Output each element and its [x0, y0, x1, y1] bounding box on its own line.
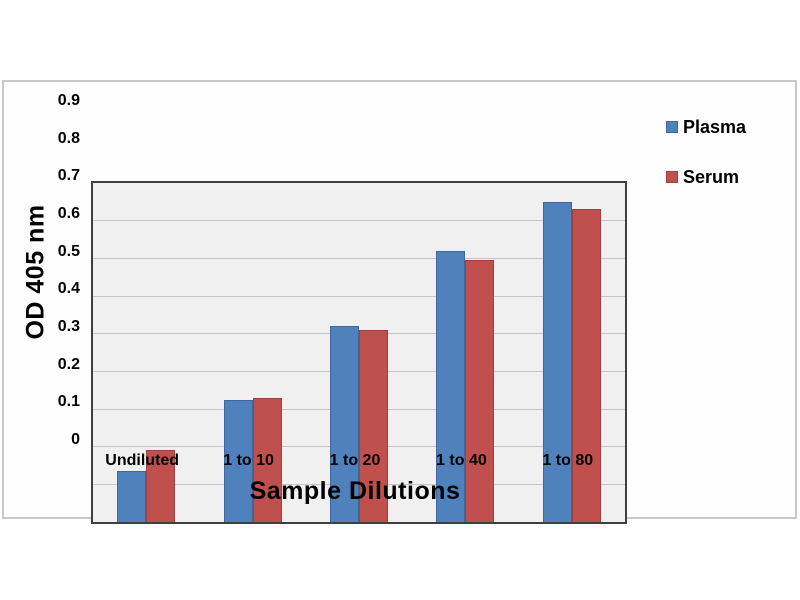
- x-tick-label: Undiluted: [105, 452, 180, 469]
- x-tick-label: 1 to 80: [542, 452, 594, 469]
- legend-color-swatch-icon: [666, 171, 678, 183]
- gridline: [93, 220, 625, 222]
- legend-label: Plasma: [683, 116, 747, 137]
- legend-item-serum: Serum: [666, 167, 739, 187]
- x-tick-label: 1 to 40: [436, 452, 487, 469]
- y-tick-label: 0.3: [57, 318, 80, 335]
- gridline: [93, 295, 625, 297]
- bar-plasma-1-to-20: [330, 326, 359, 522]
- legend-item-plasma: Plasma: [666, 117, 746, 137]
- y-tick-label: 0.9: [57, 92, 80, 109]
- gridline: [93, 257, 625, 259]
- y-tick-label: 0: [71, 431, 80, 448]
- bar-serum-1-to-20: [359, 329, 388, 522]
- bar-serum-1-to-10: [252, 397, 282, 522]
- bar-plasma-1-to-40: [436, 250, 466, 522]
- bar-serum-1-to-40: [465, 260, 495, 522]
- x-tick-label: 1 to 10: [223, 452, 274, 469]
- bar-plasma-1-to-80: [542, 201, 572, 522]
- bar-serum-undiluted: [146, 450, 176, 522]
- y-tick-label: 0.7: [57, 167, 80, 185]
- x-axis-title: Sample Dilutions: [249, 477, 461, 505]
- x-tick-label: 1 to 20: [329, 452, 381, 469]
- y-tick-label: 0.2: [57, 355, 80, 373]
- y-tick-label: 0.6: [57, 205, 80, 222]
- y-tick-label: 0.1: [57, 393, 80, 411]
- bar-plasma-undiluted: [117, 471, 147, 522]
- chart-container: [2, 80, 797, 524]
- bar-serum-1-to-80: [571, 209, 601, 522]
- legend-color-swatch-icon: [666, 121, 678, 133]
- y-tick-label: 0.5: [57, 242, 80, 260]
- plot-area: [91, 181, 627, 524]
- bar-plasma-1-to-10: [223, 399, 253, 522]
- legend-label: Serum: [683, 166, 740, 187]
- y-tick-label: 0.4: [57, 280, 80, 298]
- y-tick-label: 0.8: [57, 129, 80, 147]
